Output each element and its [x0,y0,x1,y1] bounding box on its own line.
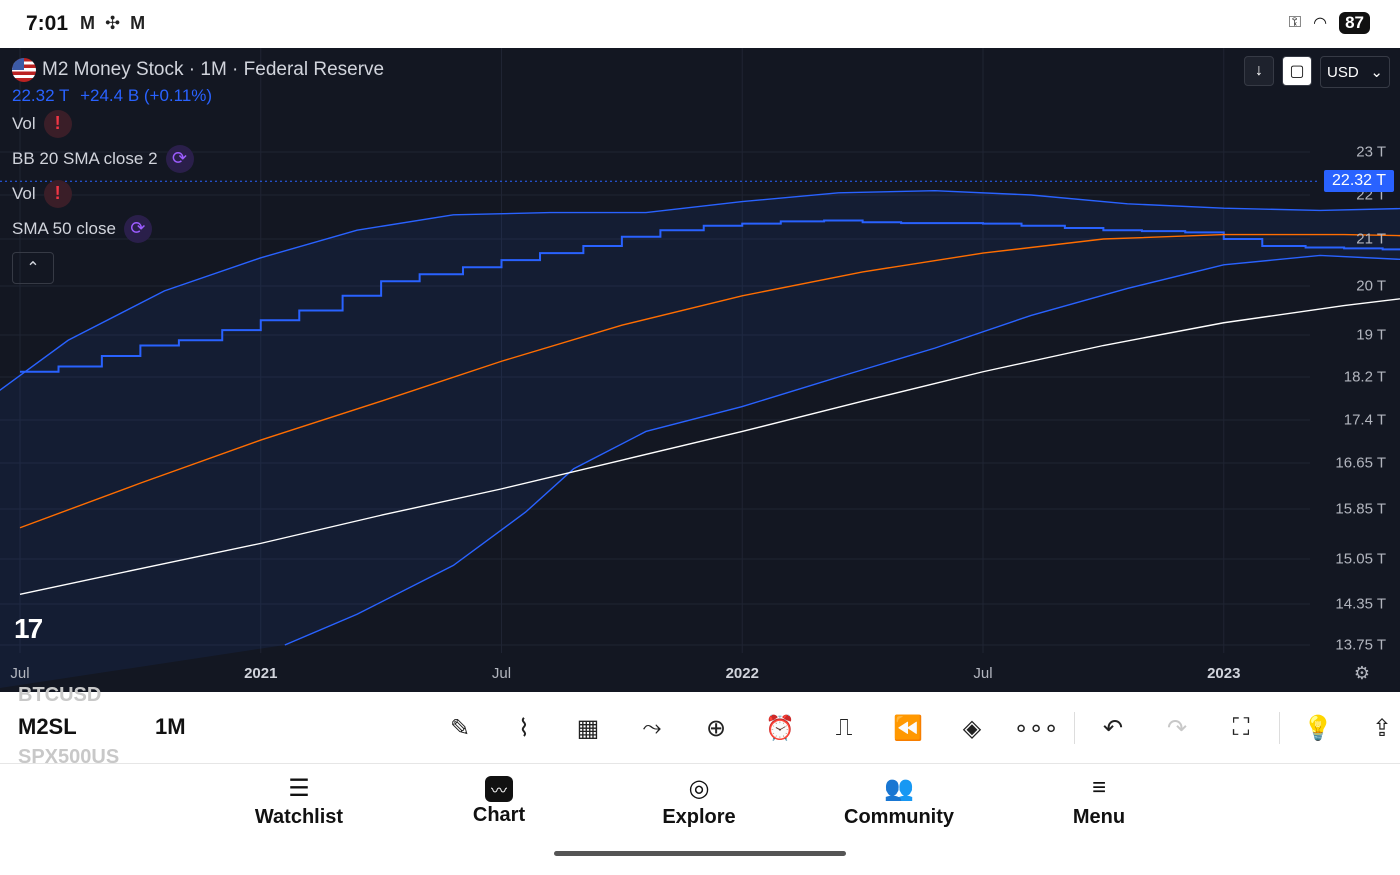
loading-icon: ⟳ [165,144,194,173]
time-tick-label: 2023 [1207,665,1241,682]
add-icon[interactable]: ⊕ [705,714,727,742]
pinwheel-icon: ✣ [105,13,121,33]
indicator-vol[interactable]: Vol ! [12,106,384,141]
ideas-icon[interactable]: 💡 [1303,714,1333,742]
us-flag-icon [12,58,36,82]
time-tick-label: 2022 [725,665,759,682]
bb-basis-line[interactable] [19,217,1400,529]
undo-icon[interactable]: ↶ [1102,714,1124,742]
chart-top-controls: ↓ ▢ USD ⌄ [1244,56,1390,88]
bb-lower-line[interactable] [284,254,1400,646]
redo-icon: ↷ [1166,714,1188,742]
indicator-bb[interactable]: BB 20 SMA close 2 ⟳ [12,141,384,176]
battery-indicator: 87 [1339,12,1370,34]
divider [1279,712,1280,744]
community-icon: 👥 [884,774,914,802]
current-symbol[interactable]: M2SL [18,714,77,739]
chart-toolbar: BTCUSD M2SL SPX500US 1M ✎ ⌇ ▦ ⤳ ⊕ ⏰ ⎍ ⏪ … [0,684,1400,768]
price-tick-label: 20 T [1356,277,1386,295]
indicator-sma[interactable]: SMA 50 close ⟳ [12,211,384,246]
notification-icons: M ✣ M [80,13,145,34]
wifi-icon: ◠ [1313,15,1328,32]
menu-icon: ≡ [1091,774,1106,801]
price-change: +24.4 B (+0.11%) [80,86,213,105]
indicators-icon[interactable]: ⤳ [642,714,662,741]
price-tick-label: 13.75 T [1335,636,1386,654]
key-icon: ⚿ [1288,14,1302,31]
chart-legend: M2 Money Stock · 1M · Federal Reserve 22… [12,58,384,284]
nav-watchlist[interactable]: ☰ Watchlist [229,772,369,829]
nav-community[interactable]: 👥 Community [829,772,969,829]
price-tick-label: 16.65 T [1335,454,1386,472]
time-tick-label: Jul [973,665,993,682]
step-chart-icon[interactable]: ⎍ [835,714,853,741]
chart-type-icon[interactable]: ⌇ [518,714,530,742]
symbol-title[interactable]: M2 Money Stock · 1M · Federal Reserve [42,59,385,80]
interval-button[interactable]: 1M [155,714,186,739]
status-right: ⚿ ◠ 87 [1289,12,1370,34]
alarm-icon[interactable]: ⏰ [765,714,795,742]
time-tick-label: 2021 [244,665,278,682]
layers-icon[interactable]: ◈ [962,714,982,742]
nav-explore[interactable]: ◎ Explore [629,772,769,829]
chart-icon: 〰 [485,776,513,802]
home-indicator[interactable] [554,851,846,856]
bottom-nav: ☰ Watchlist 〰 Chart ◎ Explore 👥 Communit… [0,764,1400,875]
last-price: 22.32 T [12,86,70,105]
tradingview-logo[interactable]: 17 [14,613,43,644]
loading-icon: ⟳ [123,214,152,243]
layout-grid-icon[interactable]: ▦ [576,714,600,742]
status-time: 7:01 [26,12,69,35]
chart-area[interactable]: M2 Money Stock · 1M · Federal Reserve 22… [0,48,1400,692]
tool-row: ✎ ⌇ ▦ ⤳ ⊕ ⏰ ⎍ ⏪ ◈ ∘∘∘ ↶ ↷ ⛶ 💡 ⇪ [428,710,1400,746]
price-tick-label: 17.4 T [1343,411,1386,429]
prev-symbol[interactable]: BTCUSD [18,684,102,706]
gmail-icon: M [80,13,95,33]
time-tick-label: Jul [491,665,512,682]
nav-menu[interactable]: ≡ Menu [1029,772,1169,829]
screen-toggle-button[interactable]: ▢ [1282,56,1312,86]
nav-chart[interactable]: 〰 Chart [429,772,569,827]
chart-plot[interactable] [0,48,1400,692]
bb-upper-line[interactable] [0,182,1400,393]
time-tick-label: Jul [10,665,30,682]
price-tick-label: 19 T [1356,326,1386,344]
status-bar: 7:01 M ✣ M ⚿ ◠ 87 [0,0,1400,48]
compass-icon: ◎ [688,774,710,802]
share-icon[interactable]: ⇪ [1371,714,1393,742]
price-tick-label: 23 T [1356,143,1386,161]
download-button[interactable]: ↓ [1244,56,1274,86]
divider [1074,712,1075,744]
collapse-legend-button[interactable]: ⌃ [12,252,54,284]
m2sl-series-line[interactable] [20,181,1400,373]
bollinger-band-fill [0,190,1400,688]
indicator-vol-2[interactable]: Vol ! [12,176,384,211]
currency-select[interactable]: USD ⌄ [1320,56,1390,88]
more-icon[interactable]: ∘∘∘ [1013,714,1059,742]
last-price-label: 22.32 T [1324,170,1394,193]
price-tick-label: 15.05 T [1335,550,1386,568]
drawing-icon[interactable]: ✎ [449,714,471,742]
price-tick-label: 14.35 T [1335,595,1386,613]
replay-icon[interactable]: ⏪ [893,714,923,742]
warning-icon[interactable]: ! [43,179,72,208]
fullscreen-icon[interactable]: ⛶ [1232,714,1250,741]
settings-gear-icon[interactable]: ⚙ [1353,663,1370,683]
chevron-down-icon: ⌄ [1370,64,1383,81]
gmail-icon: M [130,13,146,33]
price-tick-label: 18.2 T [1343,368,1386,386]
watchlist-icon: ☰ [288,774,310,802]
warning-icon[interactable]: ! [43,109,72,138]
price-tick-label: 21 T [1356,230,1386,248]
sma50-line[interactable] [19,228,1400,596]
next-symbol[interactable]: SPX500US [18,746,120,768]
price-tick-label: 15.85 T [1335,500,1386,518]
